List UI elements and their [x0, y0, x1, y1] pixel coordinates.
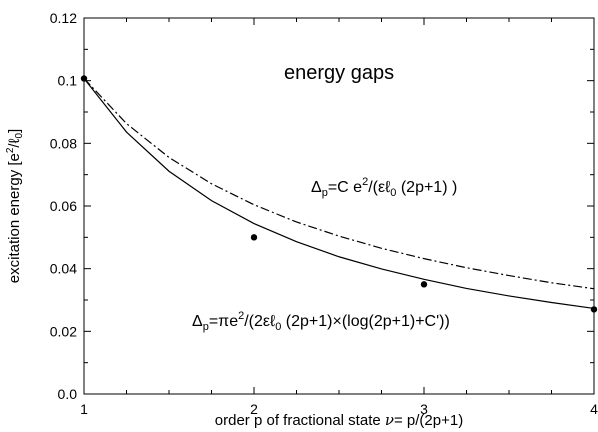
y-axis-label-sub: 0: [14, 133, 25, 139]
data-point: [250, 234, 258, 241]
formula-2-sub: p: [203, 321, 209, 333]
formula-2-c: (2p+1)×(log(2p+1)+C')): [281, 313, 449, 330]
y-tick-label: 0.02: [50, 323, 77, 339]
formula-1: Δp=C e2/(εℓ0 (2p+1) ): [311, 176, 457, 199]
formula-1-sup: 2: [362, 176, 368, 188]
chart-title-annotation: energy gaps: [284, 62, 394, 84]
data-point: [420, 281, 428, 288]
x-axis-label-nu: ν: [385, 411, 394, 429]
x-tick-label: 2: [250, 401, 258, 417]
formula-2: Δp=πe2/(2εℓ0 (2p+1)×(log(2p+1)+C')): [192, 310, 450, 333]
y-axis-label-mid: /ℓ: [6, 138, 23, 147]
formula-2-sup: 2: [238, 310, 244, 322]
formula-1-c: (2p+1) ): [396, 179, 457, 196]
series-line-dashdot: [83, 78, 595, 290]
y-axis-label-suffix: ]: [6, 129, 23, 133]
y-tick-label: 0.06: [50, 198, 77, 214]
y-tick-label: 0.0: [58, 386, 78, 402]
x-tick-label: 4: [590, 401, 598, 417]
formula-1-a: =C e: [328, 179, 362, 196]
y-tick-label: 0.08: [50, 135, 77, 151]
formula-1-delta: Δ: [311, 179, 322, 196]
y-tick-label: 0.12: [50, 10, 77, 26]
x-axis-label-suffix: = p/(2p+1): [394, 412, 463, 429]
x-axis-label: order p of fractional state ν= p/(2p+1): [215, 411, 463, 429]
formula-2-b: /(2εℓ: [244, 313, 275, 330]
formula-2-delta: Δ: [192, 313, 203, 330]
x-axis-label-prefix: order p of fractional state: [215, 412, 385, 429]
formula-2-a: =πe: [209, 313, 238, 330]
x-tick-label: 1: [80, 401, 88, 417]
series-line-solid: [83, 78, 595, 310]
formula-1-sub: p: [322, 187, 328, 199]
x-tick-label: 3: [420, 401, 428, 417]
formula-1-b: /(εℓ: [368, 179, 390, 196]
ticks: [83, 17, 595, 395]
series-layer: [80, 75, 598, 313]
y-axis-label-sup: 2: [5, 147, 16, 153]
data-point: [590, 306, 598, 313]
data-point: [80, 75, 88, 82]
y-axis-label: excitation energy [e2/ℓ0]: [5, 129, 25, 283]
formula-1-sub2: 0: [390, 187, 396, 199]
formula-2-sub2: 0: [275, 321, 281, 333]
y-axis-label-prefix: excitation energy [e: [6, 153, 23, 283]
y-tick-label: 0.1: [58, 73, 78, 89]
tick-labels: 0.0 0.02 0.04 0.06 0.08 0.1 0.12 1 2 3 4: [50, 10, 598, 417]
y-tick-label: 0.04: [50, 261, 77, 277]
